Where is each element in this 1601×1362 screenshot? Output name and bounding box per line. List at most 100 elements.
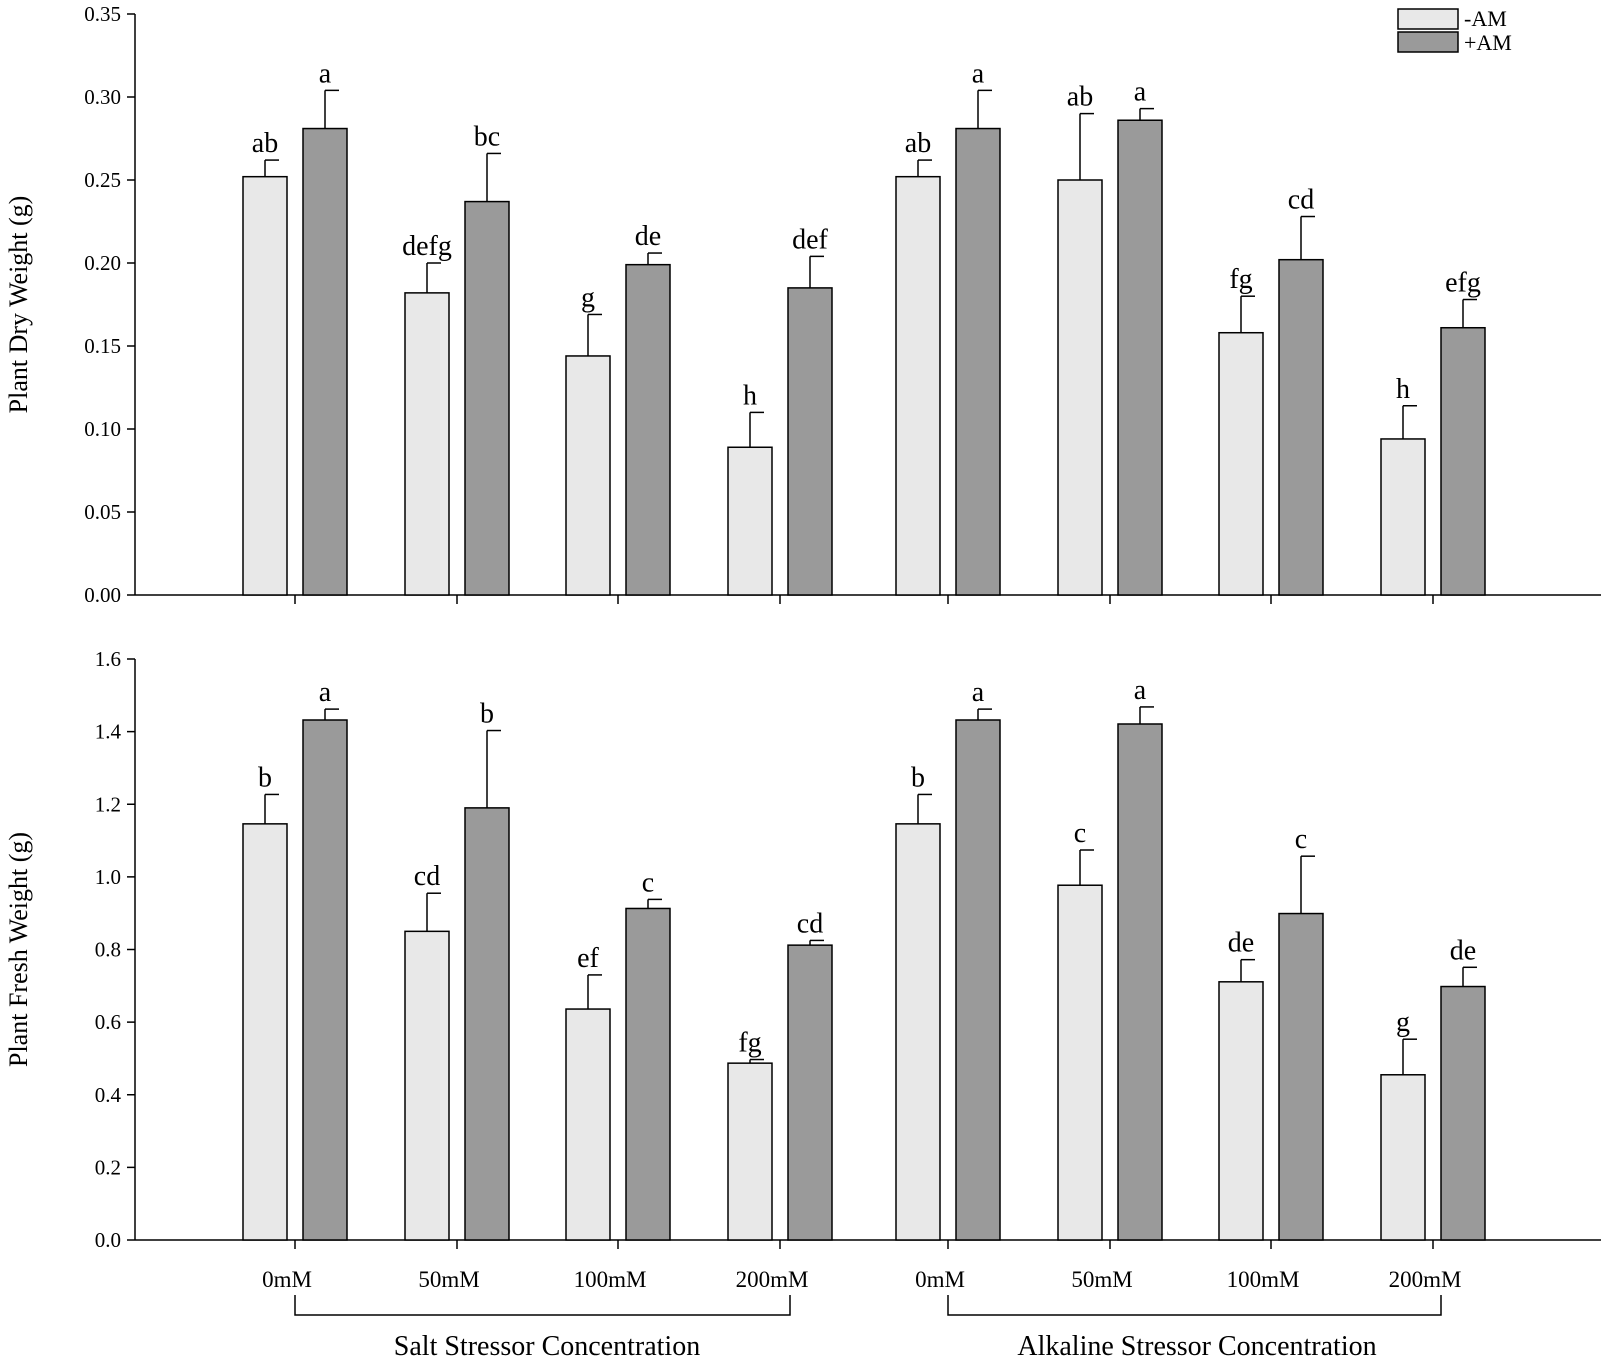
x-category-label: 100mM: [574, 1267, 647, 1292]
alkaline-group-title: Alkaline Stressor Concentration: [1017, 1331, 1376, 1362]
panel2-sig-letter-plus-am: a: [319, 677, 332, 708]
panel1-y-tick-label: 0.35: [84, 2, 121, 26]
panel1-sig-letter-plus-am: de: [635, 221, 661, 252]
panel1-sig-letter-plus-am: cd: [1288, 185, 1314, 216]
panel2-bar-minus-am: [1218, 981, 1264, 1241]
panel2-sig-letter-plus-am: a: [1134, 675, 1147, 706]
panel1-bar-minus-am: [1380, 438, 1426, 596]
panel2-sig-letter-plus-am: de: [1450, 935, 1476, 966]
salt-group-bracket: [294, 1295, 791, 1316]
x-category-label: 200mM: [1389, 1267, 1462, 1292]
panel1-bar-minus-am: [1218, 331, 1264, 596]
panel2-sig-letter-plus-am: c: [642, 867, 654, 898]
panel1-sig-letter-minus-am: fg: [1229, 264, 1252, 295]
panel1-bar-plus-am: [464, 200, 510, 596]
panel2-bar-minus-am: [1380, 1074, 1426, 1241]
legend-label-minus-am: -AM: [1464, 6, 1507, 31]
panel2-sig-letter-plus-am: cd: [797, 908, 823, 939]
panel2-bar-plus-am: [625, 907, 671, 1241]
panel2-y-tick-label: 1.2: [95, 792, 121, 816]
panel1-sig-letter-minus-am: h: [743, 380, 757, 411]
panel1-bar-minus-am: [895, 175, 941, 596]
panel2-sig-letter-minus-am: fg: [738, 1028, 761, 1059]
panel2-y-tick-label: 0.6: [95, 1010, 121, 1034]
panel2-bar-plus-am: [787, 944, 833, 1241]
panel2-y-axis-title: Plant Fresh Weight (g): [4, 832, 33, 1067]
panel2-sig-letter-plus-am: c: [1295, 824, 1307, 855]
panel1-bar-minus-am: [565, 355, 611, 596]
panel2-y-tick-label: 0.4: [95, 1083, 122, 1107]
panel2-bar-minus-am: [565, 1008, 611, 1241]
panel1-sig-letter-minus-am: ab: [252, 128, 278, 159]
panel2-bar-plus-am: [1117, 723, 1163, 1241]
panel2-bar-plus-am: [464, 807, 510, 1241]
panel1-y-tick-label: 0.25: [84, 168, 121, 192]
panel1-bar-minus-am: [727, 446, 773, 596]
panel2-sig-letter-minus-am: b: [258, 762, 272, 793]
panel2-sig-letter-minus-am: cd: [414, 861, 440, 892]
panel1-bar-plus-am: [1278, 258, 1324, 596]
panel1-bar-plus-am: [302, 127, 348, 596]
x-category-label: 200mM: [736, 1267, 809, 1292]
panel2-sig-letter-plus-am: a: [972, 677, 985, 708]
x-category-label: 50mM: [418, 1267, 479, 1292]
group-brackets: Salt Stressor Concentration Alkaline Str…: [294, 1295, 1442, 1362]
panel1-sig-letter-plus-am: a: [972, 58, 985, 89]
panel2-y-tick-label: 0.8: [95, 938, 121, 962]
panel1-sig-letter-plus-am: def: [792, 224, 828, 255]
x-category-label: 50mM: [1071, 1267, 1132, 1292]
panel2-y-tick-label: 0.0: [95, 1228, 121, 1252]
panel2-bar-minus-am: [1057, 884, 1103, 1241]
legend: -AM +AM: [1397, 6, 1512, 55]
panel2-bar-plus-am: [1278, 912, 1324, 1241]
panel1-y-tick-label: 0.00: [84, 583, 121, 607]
legend-label-plus-am: +AM: [1464, 30, 1512, 55]
panel2-y-tick-label: 1.0: [95, 865, 121, 889]
x-category-label: 0mM: [915, 1267, 965, 1292]
alkaline-group-bracket: [947, 1295, 1442, 1316]
x-category-label: 100mM: [1227, 1267, 1300, 1292]
panel1-bar-minus-am: [404, 292, 450, 596]
panel1-bar-plus-am: [1117, 119, 1163, 596]
panel1-sig-letter-minus-am: g: [581, 282, 595, 313]
panel1-sig-letter-minus-am: ab: [1067, 82, 1093, 113]
panel1-sig-letter-minus-am: ab: [905, 128, 931, 159]
panel1-y-tick-label: 0.30: [84, 85, 121, 109]
panel1-y-tick-label: 0.20: [84, 251, 121, 275]
panel2-bar-minus-am: [727, 1062, 773, 1241]
panel1-bar-plus-am: [955, 127, 1001, 596]
panel2-sig-letter-minus-am: ef: [577, 943, 599, 974]
panel1-sig-letter-plus-am: a: [319, 58, 332, 89]
panel2-y-tick-label: 1.4: [95, 720, 122, 744]
panel1-sig-letter-plus-am: a: [1134, 77, 1147, 108]
panel1-sig-letter-plus-am: bc: [474, 121, 500, 152]
panel2-bar-minus-am: [895, 823, 941, 1241]
panel2-bar-plus-am: [302, 719, 348, 1241]
panel1-y-tick-label: 0.10: [84, 417, 121, 441]
salt-group-title: Salt Stressor Concentration: [394, 1331, 700, 1362]
panel2-bar-minus-am: [404, 930, 450, 1241]
legend-swatch-minus-am: [1397, 8, 1459, 30]
panel2-bar-plus-am: [1440, 985, 1486, 1241]
panel1-sig-letter-plus-am: efg: [1445, 268, 1481, 299]
panel2-bar-minus-am: [242, 823, 288, 1241]
panel2-sig-letter-minus-am: de: [1228, 928, 1254, 959]
panel2-y-tick-label: 0.2: [95, 1155, 121, 1179]
panel1-sig-letter-minus-am: h: [1396, 374, 1410, 405]
x-category-label: 0mM: [262, 1267, 312, 1292]
panel2-sig-letter-minus-am: c: [1074, 818, 1086, 849]
legend-swatch-plus-am: [1397, 31, 1459, 53]
panel1-bar-plus-am: [1440, 326, 1486, 596]
panel1-y-axis-title: Plant Dry Weight (g): [4, 196, 33, 414]
panel1-bar-plus-am: [625, 263, 671, 596]
panel2-sig-letter-minus-am: b: [911, 762, 925, 793]
panel1-sig-letter-minus-am: defg: [402, 231, 452, 262]
panel1-bar-minus-am: [1057, 179, 1103, 596]
panel2-y-tick-label: 1.6: [95, 647, 121, 671]
panel2-bar-plus-am: [955, 719, 1001, 1241]
panel2-sig-letter-minus-am: g: [1396, 1007, 1410, 1038]
panel1-bar-minus-am: [242, 175, 288, 596]
panel1-bar-plus-am: [787, 287, 833, 596]
panel1-y-tick-label: 0.05: [84, 500, 121, 524]
